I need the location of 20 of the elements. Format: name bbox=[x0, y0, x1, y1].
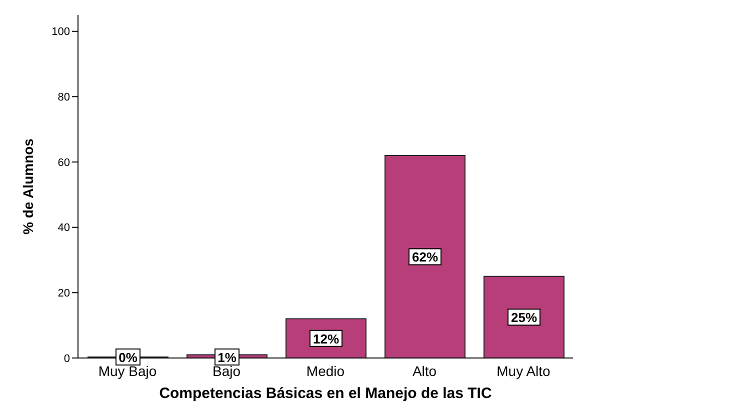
bar bbox=[384, 154, 466, 358]
y-axis-title: % de Alumnos bbox=[20, 138, 36, 234]
data-label: 25% bbox=[510, 310, 538, 326]
x-tick-label: Bajo bbox=[212, 362, 241, 379]
data-label: 12% bbox=[312, 331, 340, 346]
y-tick-label: 40 bbox=[58, 222, 70, 234]
x-axis-title: Competencias Básicas en el Manejo de las TIC bbox=[159, 385, 492, 402]
bar bbox=[484, 276, 564, 358]
x-tick-label: Muy Bajo bbox=[98, 362, 157, 379]
x-tick-label: Medio bbox=[306, 362, 345, 379]
x-tick-label: Alto bbox=[412, 362, 437, 379]
y-tick-label: 100 bbox=[52, 26, 70, 38]
x-tick-label: Muy Alto bbox=[496, 362, 551, 379]
y-tick-label: 20 bbox=[58, 288, 70, 300]
data-label: 62% bbox=[412, 250, 438, 265]
y-tick-label: 60 bbox=[58, 156, 70, 169]
data-label: 1% bbox=[218, 350, 237, 365]
data-label: 0% bbox=[118, 350, 138, 365]
y-tick-label: 0 bbox=[64, 352, 70, 365]
y-tick-label: 80 bbox=[58, 92, 70, 104]
